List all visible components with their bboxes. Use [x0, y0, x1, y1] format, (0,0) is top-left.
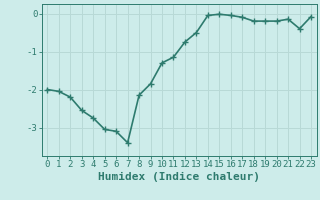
X-axis label: Humidex (Indice chaleur): Humidex (Indice chaleur)	[98, 172, 260, 182]
